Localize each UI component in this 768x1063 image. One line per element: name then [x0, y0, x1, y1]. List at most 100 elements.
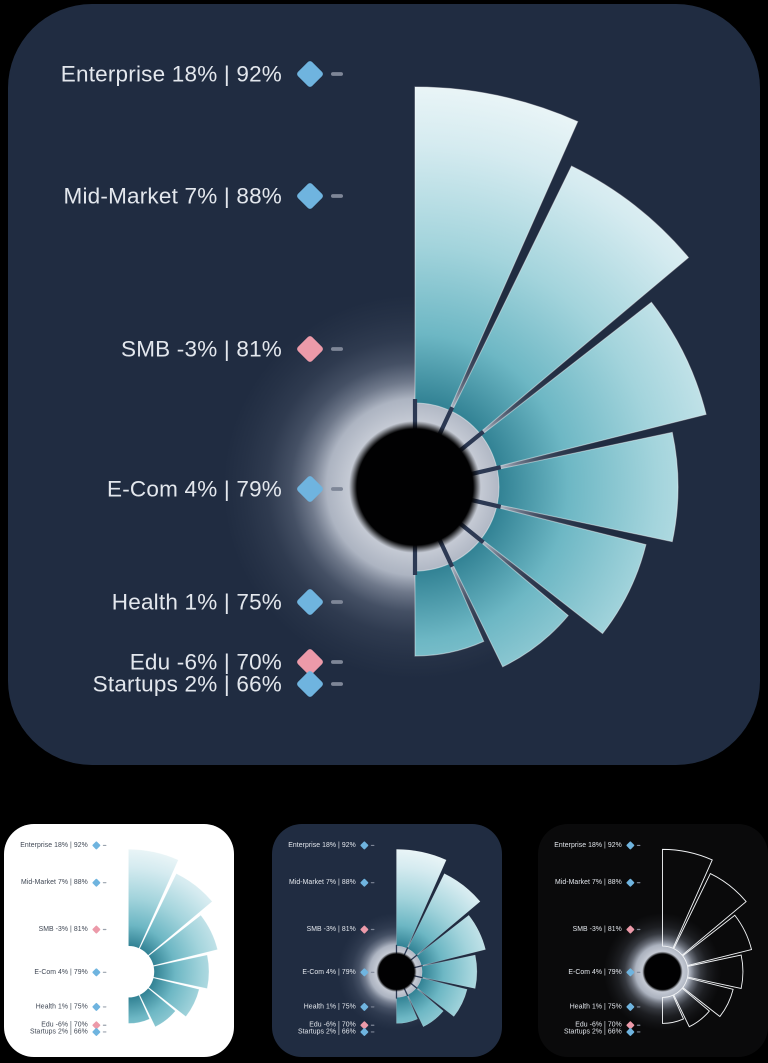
legend-label-health: Health 1% | 75%	[36, 1003, 88, 1010]
trend-diamond-up	[92, 968, 101, 977]
trend-diamond-up	[360, 878, 369, 887]
variant-card-navy: Enterprise 18% | 92% Mid-Market 7% | 88% S…	[272, 824, 502, 1057]
legend-label-smb: SMB -3% | 81%	[121, 337, 282, 362]
trend-diamond-up	[297, 671, 323, 697]
legend-label-startups: Startups 2% | 66%	[564, 1028, 622, 1035]
leader-dash	[331, 682, 343, 686]
legend-label-enterprise: Enterprise 18% | 92%	[554, 842, 622, 849]
trend-diamond-up	[297, 589, 323, 615]
trend-diamond-up	[297, 61, 323, 87]
leader-dash	[636, 1031, 641, 1033]
trend-diamond-up	[360, 968, 369, 977]
legend-label-mid-market: Mid-Market 7% | 88%	[21, 879, 88, 886]
leader-dash	[636, 928, 641, 931]
wedge-startups	[396, 994, 418, 1024]
trend-diamond-up	[626, 878, 635, 887]
wedge-mid-market	[451, 165, 690, 434]
legend-label-enterprise: Enterprise 18% | 92%	[20, 842, 88, 849]
wedge-smb	[682, 914, 753, 967]
trend-diamond-up	[626, 1028, 635, 1036]
trend-diamond-up	[360, 841, 369, 850]
leader-dash	[102, 1006, 107, 1008]
leader-dash	[370, 1006, 375, 1008]
trend-diamond-down	[92, 1021, 101, 1030]
leader-dash	[370, 928, 375, 931]
wedge-mid-market	[407, 873, 481, 956]
leader-dash	[636, 1006, 641, 1008]
legend-label-edu: Edu -6% | 70%	[575, 1022, 622, 1029]
wedge-health	[480, 506, 647, 635]
wedge-health	[682, 977, 734, 1018]
wedge-smb	[148, 915, 218, 966]
wedge-edu	[673, 987, 710, 1028]
legend-label-smb: SMB -3% | 81%	[39, 926, 88, 933]
wedge-e-com	[153, 954, 210, 989]
leader-dash	[331, 487, 343, 491]
legend-label-edu: Edu -6% | 70%	[309, 1022, 356, 1029]
wedge-smb	[416, 915, 486, 966]
trend-diamond-up	[360, 1028, 369, 1036]
leader-dash	[331, 72, 343, 76]
trend-diamond-down	[297, 336, 323, 362]
leader-dash	[636, 1024, 641, 1026]
trend-diamond-down	[626, 1021, 635, 1030]
legend-label-edu: Edu -6% | 70%	[41, 1022, 88, 1029]
leader-dash	[331, 347, 343, 351]
legend-label-mid-market: Mid-Market 7% | 88%	[555, 879, 622, 886]
trend-diamond-up	[92, 841, 101, 850]
wedge-health	[148, 977, 200, 1017]
legend-label-e-com: E-Com 4% | 79%	[107, 477, 282, 502]
leader-dash	[370, 1031, 375, 1033]
fan-chart-B: Enterprise 18% | 92% Mid-Market 7% | 88% S…	[20, 841, 218, 1036]
legend-label-startups: Startups 2% | 66%	[30, 1028, 88, 1035]
leader-dash	[636, 844, 641, 846]
center-black-dot	[349, 421, 481, 553]
legend-label-e-com: E-Com 4% | 79%	[34, 969, 87, 976]
leader-dash	[370, 971, 375, 973]
center-black-dot	[642, 951, 683, 992]
legend-label-health: Health 1% | 75%	[570, 1003, 622, 1010]
variant-card-light: Enterprise 18% | 92% Mid-Market 7% | 88% S…	[4, 824, 234, 1057]
wedge-enterprise	[414, 86, 579, 411]
legend-label-e-com: E-Com 4% | 79%	[302, 969, 355, 976]
center-black-dot	[376, 951, 417, 992]
trend-diamond-up	[626, 968, 635, 977]
leader-dash	[331, 660, 343, 664]
trend-diamond-up	[360, 1002, 369, 1011]
leader-dash	[370, 844, 375, 846]
legend-label-e-com: E-Com 4% | 79%	[568, 969, 621, 976]
wedge-startups	[128, 994, 150, 1024]
wedge-enterprise	[128, 849, 179, 949]
trend-diamond-up	[92, 878, 101, 887]
leader-dash	[102, 928, 107, 931]
trend-diamond-down	[626, 925, 635, 934]
trend-diamond-down	[92, 925, 101, 934]
legend-label-health: Health 1% | 75%	[112, 590, 282, 615]
wedge-startups	[414, 563, 485, 657]
fan-chart-D: Enterprise 18% | 92% Mid-Market 7% | 88% S…	[554, 841, 753, 1036]
wedge-e-com	[421, 954, 478, 989]
legend-label-enterprise: Enterprise 18% | 92%	[288, 842, 356, 849]
leader-dash	[102, 844, 107, 846]
leader-dash	[370, 1024, 375, 1026]
leader-dash	[102, 971, 107, 973]
wedge-edu	[407, 988, 444, 1027]
wedge-mid-market	[673, 872, 747, 956]
leader-dash	[331, 600, 343, 604]
legend-label-startups: Startups 2% | 66%	[298, 1028, 356, 1035]
leader-dash	[636, 882, 641, 884]
wedge-enterprise	[396, 849, 447, 949]
leader-dash	[331, 194, 343, 198]
wedge-startups	[662, 994, 685, 1024]
trend-diamond-up	[297, 183, 323, 209]
legend-label-health: Health 1% | 75%	[304, 1003, 356, 1010]
trend-diamond-up	[92, 1028, 101, 1036]
trend-diamond-up	[92, 1002, 101, 1011]
fan-chart-A: Enterprise 18% | 92% Mid-Market 7% | 88% S…	[61, 61, 707, 697]
legend-label-mid-market: Mid-Market 7% | 88%	[64, 184, 282, 209]
legend-label-startups: Startups 2% | 66%	[93, 672, 282, 697]
trend-diamond-up	[297, 476, 323, 502]
wedge-enterprise	[662, 848, 713, 949]
leader-dash	[370, 882, 375, 884]
